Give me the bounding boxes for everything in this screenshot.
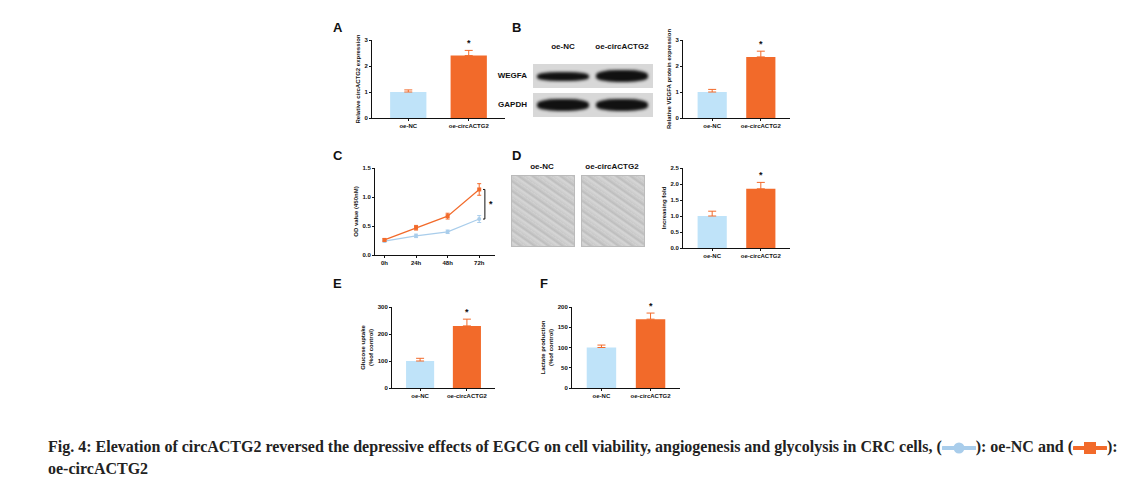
html-text:): oe-NC and (: ): oe-NC and (: [975, 438, 1073, 455]
svg-text:0.5: 0.5: [362, 223, 371, 229]
svg-text:oe-NC: oe-NC: [593, 393, 611, 399]
svg-text:2: 2: [364, 63, 368, 69]
svg-text:0: 0: [364, 115, 368, 121]
svg-text:48h: 48h: [442, 260, 453, 266]
html-text:Fig. 4: Elevation of circACTG2: Fig. 4: Elevation of circACTG2 reversed …: [48, 438, 942, 455]
svg-text:3: 3: [364, 37, 368, 43]
svg-text:*: *: [649, 301, 653, 311]
svg-text:0: 0: [384, 385, 388, 391]
svg-text:Relative circACTG2 expression: Relative circACTG2 expression: [355, 34, 361, 123]
svg-text:*: *: [759, 170, 763, 180]
svg-text:1.0: 1.0: [362, 194, 371, 200]
html-text:oe-NC: oe-NC: [551, 42, 575, 51]
svg-text:100: 100: [558, 345, 569, 351]
html-text:oe-circACTG2: oe-circACTG2: [585, 162, 639, 171]
svg-text:oe-NC: oe-NC: [411, 393, 429, 399]
svg-text:150: 150: [558, 324, 569, 330]
html-text:F: F: [540, 276, 548, 291]
svg-text:oe-NC: oe-NC: [703, 123, 721, 129]
svg-text:0h: 0h: [381, 260, 388, 266]
svg-text:3: 3: [675, 37, 679, 43]
svg-text:0: 0: [564, 385, 568, 391]
svg-text:0.0: 0.0: [670, 245, 679, 251]
svg-text:1: 1: [364, 89, 368, 95]
svg-text:Relative VEGFA protein express: Relative VEGFA protein expression: [666, 29, 672, 129]
svg-text:2: 2: [675, 63, 679, 69]
svg-text:200: 200: [558, 304, 569, 310]
svg-text:OD value (450nM): OD value (450nM): [353, 186, 359, 236]
html-text:D: D: [512, 148, 522, 163]
svg-text:*: *: [467, 38, 471, 48]
svg-text:50: 50: [561, 365, 568, 371]
svg-text:2.5: 2.5: [670, 165, 679, 171]
svg-text:0.5: 0.5: [670, 229, 679, 235]
html-text:GAPDH: GAPDH: [498, 100, 527, 109]
html-text:C: C: [333, 148, 343, 163]
html-text:A: A: [333, 20, 343, 35]
svg-text:1.5: 1.5: [362, 165, 371, 171]
svg-text:300: 300: [378, 304, 389, 310]
svg-text:24h: 24h: [411, 260, 422, 266]
svg-text:oe-NC: oe-NC: [703, 253, 721, 259]
html-text:WEGFA: WEGFA: [497, 71, 527, 80]
svg-text:2.0: 2.0: [670, 181, 679, 187]
svg-text:0: 0: [675, 115, 679, 121]
svg-text:1: 1: [675, 89, 679, 95]
svg-text:Glucose uptake(%of control): Glucose uptake(%of control): [360, 325, 374, 370]
svg-text:100: 100: [378, 358, 389, 364]
svg-text:oe-circACTG2: oe-circACTG2: [741, 253, 782, 259]
svg-text:1.0: 1.0: [670, 213, 679, 219]
svg-text:oe-circACTG2: oe-circACTG2: [447, 393, 488, 399]
svg-text:0.0: 0.0: [362, 252, 371, 258]
svg-text:oe-circACTG2: oe-circACTG2: [449, 123, 490, 129]
svg-text:200: 200: [378, 331, 389, 337]
svg-text:72h: 72h: [474, 260, 485, 266]
svg-text:*: *: [465, 307, 469, 317]
html-text:oe-circACTG2: oe-circACTG2: [595, 42, 649, 51]
svg-text:oe-circACTG2: oe-circACTG2: [631, 393, 672, 399]
svg-text:oe-circACTG2: oe-circACTG2: [741, 123, 782, 129]
html-text:E: E: [333, 276, 342, 291]
html-text:oe-NC: oe-NC: [530, 162, 554, 171]
svg-text:*: *: [759, 39, 763, 49]
html-text:): oe-circACTG2: ): oe-circACTG2: [48, 438, 1118, 477]
svg-text:oe-NC: oe-NC: [399, 123, 417, 129]
svg-text:*: *: [489, 199, 493, 209]
svg-text:Increasing fold: Increasing fold: [661, 186, 667, 229]
html-text:B: B: [512, 20, 522, 35]
svg-text:Lactate production(%of control: Lactate production(%of control): [540, 320, 554, 374]
svg-text:1.5: 1.5: [670, 197, 679, 203]
